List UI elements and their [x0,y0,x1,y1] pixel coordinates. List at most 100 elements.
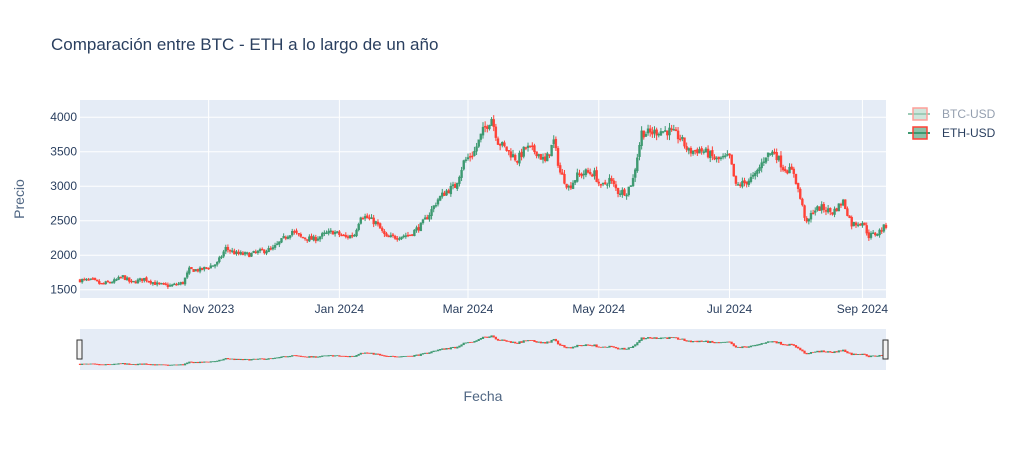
candle-body [586,170,590,173]
candle-body [556,148,560,166]
candle-body [89,278,92,280]
grid-lines [80,100,886,298]
candle-body [374,221,378,225]
candle-body [739,184,742,187]
candle-body [280,238,283,243]
legend-item-eth[interactable]: ETH-USD [908,126,996,140]
candle-body [719,157,723,159]
candle-body [829,208,832,212]
candle-body [106,280,110,283]
candle-body [513,154,517,161]
range-slider-handle-left[interactable] [76,339,83,360]
candle-body [651,131,654,135]
range-slider-handle-right[interactable] [882,339,889,360]
candle-body [694,150,697,152]
candle-body [526,145,530,148]
candle-body [391,234,395,237]
candle-body [479,133,483,140]
candle-body [878,229,881,236]
candle-body [578,173,581,175]
candle-body [676,130,680,140]
candle-body [286,236,290,239]
candle-body [248,252,251,258]
candle-body [226,246,230,250]
candle-body [121,275,125,278]
candle-body [841,199,845,206]
candle-body [760,162,763,169]
candle-body [702,151,705,153]
candle-body [679,138,682,141]
candle-body [434,205,438,207]
candle-body [848,215,851,218]
legend-swatch-eth [912,126,928,140]
candle-body [869,233,873,238]
candle-body [170,284,174,287]
candle-body [640,130,643,146]
candle-body [355,229,358,237]
candle-body [580,173,583,177]
candle-body [348,235,352,239]
candle-body [252,250,255,253]
candle-body [788,166,791,174]
candle-body [790,166,793,170]
candle-body [387,235,390,238]
candle-body [196,269,200,272]
candle-body [471,155,474,158]
candle-body [874,232,877,236]
candle-body [861,222,864,226]
candle-body [269,248,272,250]
candle-body [323,232,326,234]
legend-item-btc[interactable]: BTC-USD [908,107,996,121]
candle-body [548,154,551,156]
candle-body [91,278,95,280]
candle-body [123,275,127,281]
candle-body [709,151,712,159]
candle-body [413,229,416,237]
candle-body [230,250,234,252]
candle-body [173,283,176,286]
candle-body [820,204,823,211]
candle-body [865,225,868,234]
candle-body [728,153,731,156]
candle-body [93,278,97,280]
candle-body [357,223,360,231]
candle-body [543,156,547,161]
candle-body [520,151,523,158]
candle-body [224,246,227,252]
y-tick-label: 4000 [50,110,77,124]
candle-body [754,172,757,177]
candle-body [278,241,281,245]
candle-body [117,276,120,280]
range-slider[interactable] [80,329,886,370]
candle-body [473,150,476,156]
candle-body [642,130,645,138]
candle-body [271,247,275,250]
candle-body [102,283,105,285]
candle-body [518,152,521,164]
candle-body [351,235,354,237]
y-tick-label: 3500 [50,145,77,159]
candle-body [138,278,142,281]
candle-body [483,125,487,128]
candle-body [582,173,585,176]
candle-body [649,128,652,133]
candle-body [288,235,292,238]
candle-body [747,180,751,185]
candle-body [265,251,268,254]
candle-body [449,186,453,195]
candle-body [188,267,191,274]
candle-body [490,118,493,126]
candle-body [666,130,669,136]
candle-body [794,173,798,184]
candle-body [306,239,309,241]
y-tick-label: 3000 [50,179,77,193]
candle-body [661,131,665,133]
candle-body [155,282,159,285]
candle-body [835,208,838,212]
y-tick-labels: 1500 2000 2500 3000 3500 4000 [50,110,77,296]
candle-body [816,206,819,211]
candle-body [372,217,375,225]
candle-body [381,228,384,231]
candle-body [233,250,236,255]
